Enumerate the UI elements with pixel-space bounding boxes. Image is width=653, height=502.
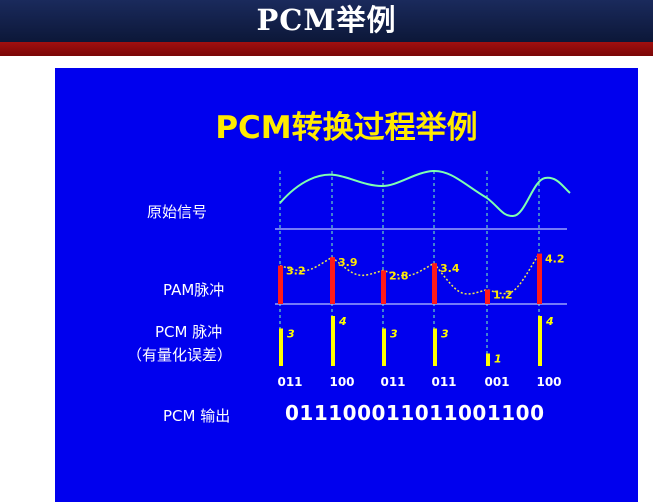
pcm-output-label: PCM 输出 xyxy=(163,407,231,425)
pcm-code-2: 100 xyxy=(329,375,354,389)
pam-value-3: 2.8 xyxy=(389,269,409,282)
original-signal-wave xyxy=(279,169,571,218)
slide-panel: PCM转换过程举例 原始信号 PAM脉冲 PCM 脉冲 （有量化误差） PCM … xyxy=(55,68,638,502)
pcm-bar-6 xyxy=(538,316,542,366)
pcm-pulse-label: PCM 脉冲 xyxy=(155,323,223,341)
pcm-level-1: 3 xyxy=(287,328,295,341)
pcm-bar-4 xyxy=(433,328,437,366)
slide-title: PCM转换过程举例 xyxy=(215,110,478,146)
header-bar xyxy=(0,0,653,42)
pam-bar-3 xyxy=(381,270,386,304)
pcm-level-2: 4 xyxy=(338,315,347,328)
pam-bar-1 xyxy=(278,265,283,304)
pcm-bar-5 xyxy=(486,353,490,366)
pcm-level-6: 4 xyxy=(545,315,554,328)
original-signal-label: 原始信号 xyxy=(147,203,208,221)
pcm-code-6: 100 xyxy=(536,375,561,389)
pam-bar-4 xyxy=(432,263,437,304)
pcm-code-4: 011 xyxy=(431,375,456,389)
pcm-code-3: 011 xyxy=(380,375,405,389)
pam-bar-6 xyxy=(537,253,542,304)
sample-guides xyxy=(279,171,540,366)
pcm-code-1: 011 xyxy=(277,375,302,389)
pcm-bar-2 xyxy=(331,316,335,366)
pcm-output-bitstream: 011100011011001100 xyxy=(285,401,545,425)
pcm-code-5: 001 xyxy=(484,375,509,389)
quantization-error-label: （有量化误差） xyxy=(127,346,233,364)
pam-value-2: 3.9 xyxy=(338,256,358,269)
pam-value-1: 3.2 xyxy=(286,265,306,278)
pcm-bar-3 xyxy=(382,328,386,366)
pam-bar-2 xyxy=(330,257,335,304)
pam-value-5: 1.2 xyxy=(493,289,513,302)
pam-envelope xyxy=(279,253,540,295)
pam-value-4: 3.4 xyxy=(440,262,460,275)
pam-bar-5 xyxy=(485,289,490,304)
accent-stripe xyxy=(0,42,653,56)
pcm-level-3: 3 xyxy=(390,328,398,341)
header-title: PCM举例 xyxy=(256,3,397,37)
pcm-bar-1 xyxy=(279,328,283,366)
pcm-level-5: 1 xyxy=(494,353,502,366)
pcm-diagram: 3.2 3.9 2.8 3.4 1.2 4.2 3 4 3 3 1 4 011 100 011 011 00… xyxy=(275,169,571,389)
pcm-level-4: 3 xyxy=(441,328,449,341)
pam-value-6: 4.2 xyxy=(545,253,565,266)
pam-pulse-label: PAM脉冲 xyxy=(163,281,225,299)
